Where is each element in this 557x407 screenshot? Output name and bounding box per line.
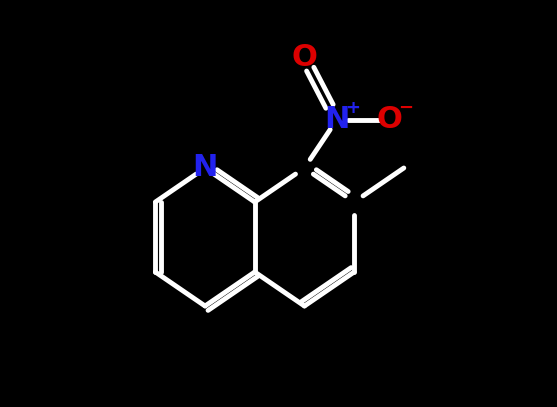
Text: O: O — [377, 105, 402, 134]
Text: +: + — [345, 99, 360, 117]
Text: −: − — [398, 99, 413, 117]
Text: N: N — [324, 105, 349, 134]
Text: O: O — [291, 44, 317, 72]
Text: N: N — [192, 153, 218, 182]
